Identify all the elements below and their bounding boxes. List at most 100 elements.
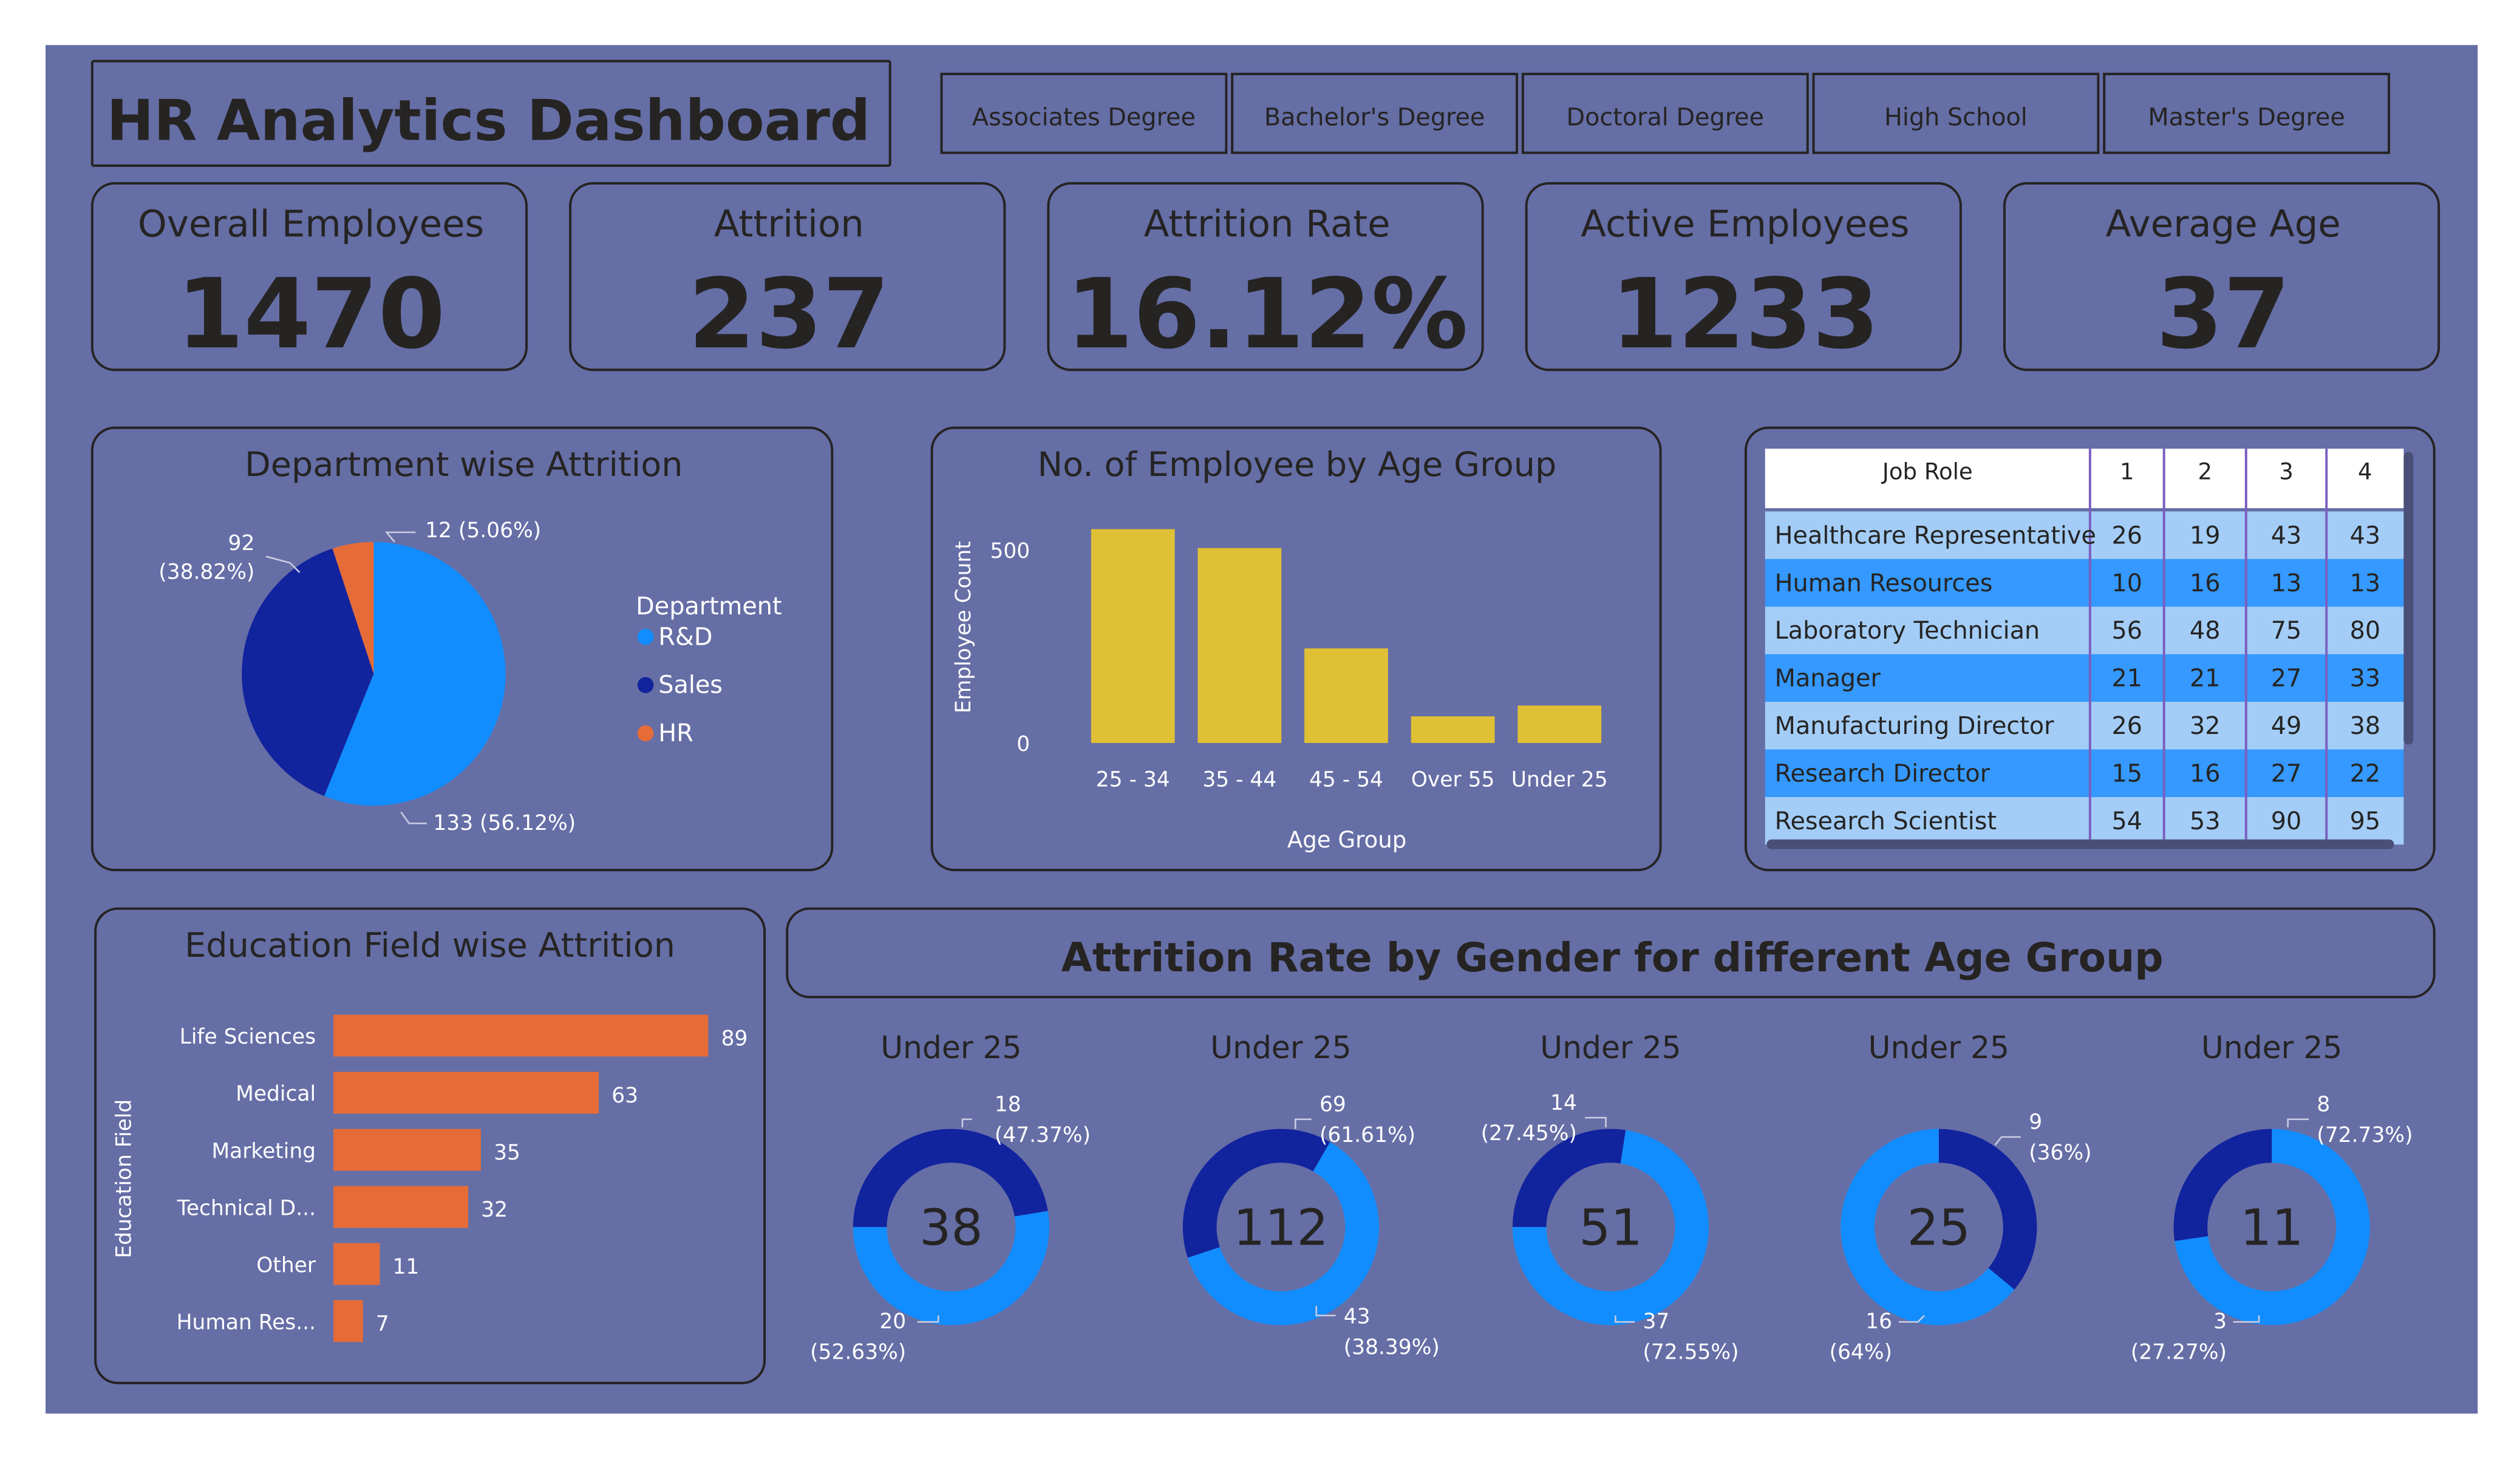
donut-2-slice-0[interactable] <box>1512 1129 1626 1228</box>
table-cell-5-3: 27 <box>2271 759 2302 787</box>
kpi-value-1: 237 <box>688 258 890 370</box>
donut-4-slice-0[interactable] <box>2174 1129 2370 1325</box>
table-row-6[interactable] <box>1765 796 2404 845</box>
age-bar-1[interactable] <box>1197 548 1282 743</box>
table-cell-2-3: 75 <box>2271 617 2302 645</box>
age-bar-2[interactable] <box>1304 648 1388 743</box>
donut-2-leader-1 <box>1615 1315 1635 1323</box>
department-chart-title: Department wise Attrition <box>245 445 683 484</box>
kpi-value-3: 1233 <box>1611 258 1879 370</box>
pie-label-hr: 12 (5.06%) <box>425 518 541 543</box>
edu-bar-1[interactable] <box>333 1072 599 1114</box>
age-group-card <box>930 426 1662 872</box>
table-cell-4-3: 49 <box>2271 712 2302 740</box>
slicer-button-2[interactable] <box>1521 72 1809 154</box>
legend-label-0[interactable]: R&D <box>658 623 712 651</box>
pie-label-rd: 133 (56.12%) <box>433 811 576 835</box>
table-row-5[interactable] <box>1765 749 2404 797</box>
table-cell-0-4: 43 <box>2350 521 2381 549</box>
donut-1-leader-1 <box>1315 1305 1336 1317</box>
donut-title-0: Under 25 <box>880 1030 1021 1065</box>
donut-4-label-0-count: 8 <box>2317 1092 2330 1116</box>
table-row-0[interactable] <box>1765 511 2404 559</box>
slicer-button-0[interactable] <box>940 72 1228 154</box>
pie-slice-hr[interactable] <box>332 542 374 674</box>
pie-label-sales-count: 92 <box>228 531 255 555</box>
donut-0-slice-0[interactable] <box>853 1129 1048 1228</box>
table-cell-1-4: 13 <box>2350 569 2381 597</box>
donut-0-label-1-pct: (52.63%) <box>810 1340 906 1364</box>
table-cell-6-0: Research Scientist <box>1775 807 1997 835</box>
edu-bar-5[interactable] <box>333 1300 363 1342</box>
education-slicer: Associates Degree Bachelor's Degree Doctor… <box>940 72 2391 154</box>
leader-line-hr <box>384 531 416 543</box>
donut-4-slice-1[interactable] <box>2173 1129 2272 1241</box>
donut-0-slice-1[interactable] <box>853 1211 1049 1325</box>
table-row-3[interactable] <box>1765 654 2404 702</box>
table-vertical-scrollbar[interactable] <box>2403 452 2414 745</box>
donut-center-2: 51 <box>1579 1199 1642 1257</box>
job-role-table[interactable]: Job Role 1 2 3 4 Healthcare Representative 26 1… <box>1765 449 2404 845</box>
donut-3-label-1-pct: (64%) <box>1830 1340 1892 1364</box>
table-cell-2-1: 56 <box>2112 617 2143 645</box>
table-row-4[interactable] <box>1765 702 2404 750</box>
donut-3-slice-0[interactable] <box>1938 1129 2037 1290</box>
donut-4-label-0-pct: (72.73%) <box>2317 1123 2413 1147</box>
age-group-chart-title: No. of Employee by Age Group <box>1038 445 1557 484</box>
legend-label-1[interactable]: Sales <box>658 671 723 699</box>
table-horizontal-scrollbar[interactable] <box>1766 839 2394 849</box>
edu-data-label-1: 63 <box>611 1084 638 1108</box>
age-bar-0[interactable] <box>1091 529 1175 743</box>
table-header-4[interactable]: 4 <box>2358 458 2372 484</box>
edu-data-label-4: 11 <box>393 1255 420 1279</box>
kpi-label-0: Overall Employees <box>138 202 484 245</box>
table-header-0[interactable]: Job Role <box>1881 458 1973 484</box>
legend-marker-1 <box>637 677 654 693</box>
donut-1-slice-1[interactable] <box>1182 1129 1330 1258</box>
table-row-2[interactable] <box>1765 606 2404 654</box>
age-bar-3[interactable] <box>1411 716 1495 743</box>
pie-slice-sales[interactable] <box>242 548 374 796</box>
donut-title-3: Under 25 <box>1868 1030 2009 1065</box>
age-x-tick-0: 25 - 34 <box>1096 767 1170 792</box>
donut-2-slice-1[interactable] <box>1512 1130 1709 1325</box>
table-cell-5-1: 15 <box>2112 759 2143 787</box>
slicer-button-1[interactable] <box>1231 72 1519 154</box>
table-header-2[interactable]: 2 <box>2198 458 2212 484</box>
slicer-button-3[interactable] <box>1812 72 2100 154</box>
edu-bar-2[interactable] <box>333 1129 481 1171</box>
donut-center-0: 38 <box>919 1199 982 1257</box>
legend-label-2[interactable]: HR <box>658 719 693 747</box>
edu-bar-0[interactable] <box>333 1014 709 1057</box>
kpi-label-2: Attrition Rate <box>1144 202 1391 245</box>
table-row-1[interactable] <box>1765 559 2404 607</box>
donut-center-4: 11 <box>2240 1199 2303 1257</box>
edu-y-tick-2: Marketing <box>211 1139 316 1163</box>
leader-line-rd <box>400 811 427 824</box>
age-bar-4[interactable] <box>1517 705 1602 743</box>
y-tick-500: 500 <box>990 539 1030 563</box>
donut-title-4: Under 25 <box>2201 1030 2342 1065</box>
table-cell-4-1: 26 <box>2112 712 2143 740</box>
donut-1-slice-0[interactable] <box>1187 1142 1380 1325</box>
table-cell-1-0: Human Resources <box>1775 569 1993 597</box>
kpi-card-0 <box>90 182 528 372</box>
table-header-1[interactable]: 1 <box>2120 458 2134 484</box>
table-header-3[interactable]: 3 <box>2279 458 2294 484</box>
table-header-bg <box>1765 449 2404 509</box>
donut-0-leader-0 <box>961 1118 972 1127</box>
donut-3-slice-1[interactable] <box>1841 1129 2015 1325</box>
age-x-tick-1: 35 - 44 <box>1202 767 1276 792</box>
edu-bar-4[interactable] <box>333 1243 380 1285</box>
slicer-button-4[interactable] <box>2103 72 2391 154</box>
kpi-label-4: Average Age <box>2106 202 2341 245</box>
donut-2-label-1-count: 37 <box>1643 1309 1669 1334</box>
slicer-label-2: Doctoral Degree <box>1567 104 1765 132</box>
table-cell-1-2: 16 <box>2190 569 2221 597</box>
donut-4-label-1-pct: (27.27%) <box>2131 1340 2227 1364</box>
donut-1-leader-0 <box>1294 1118 1312 1129</box>
pie-slice-rd[interactable] <box>324 542 506 806</box>
edu-bar-3[interactable] <box>333 1186 469 1228</box>
table-cell-4-0: Manufacturing Director <box>1775 712 2054 740</box>
